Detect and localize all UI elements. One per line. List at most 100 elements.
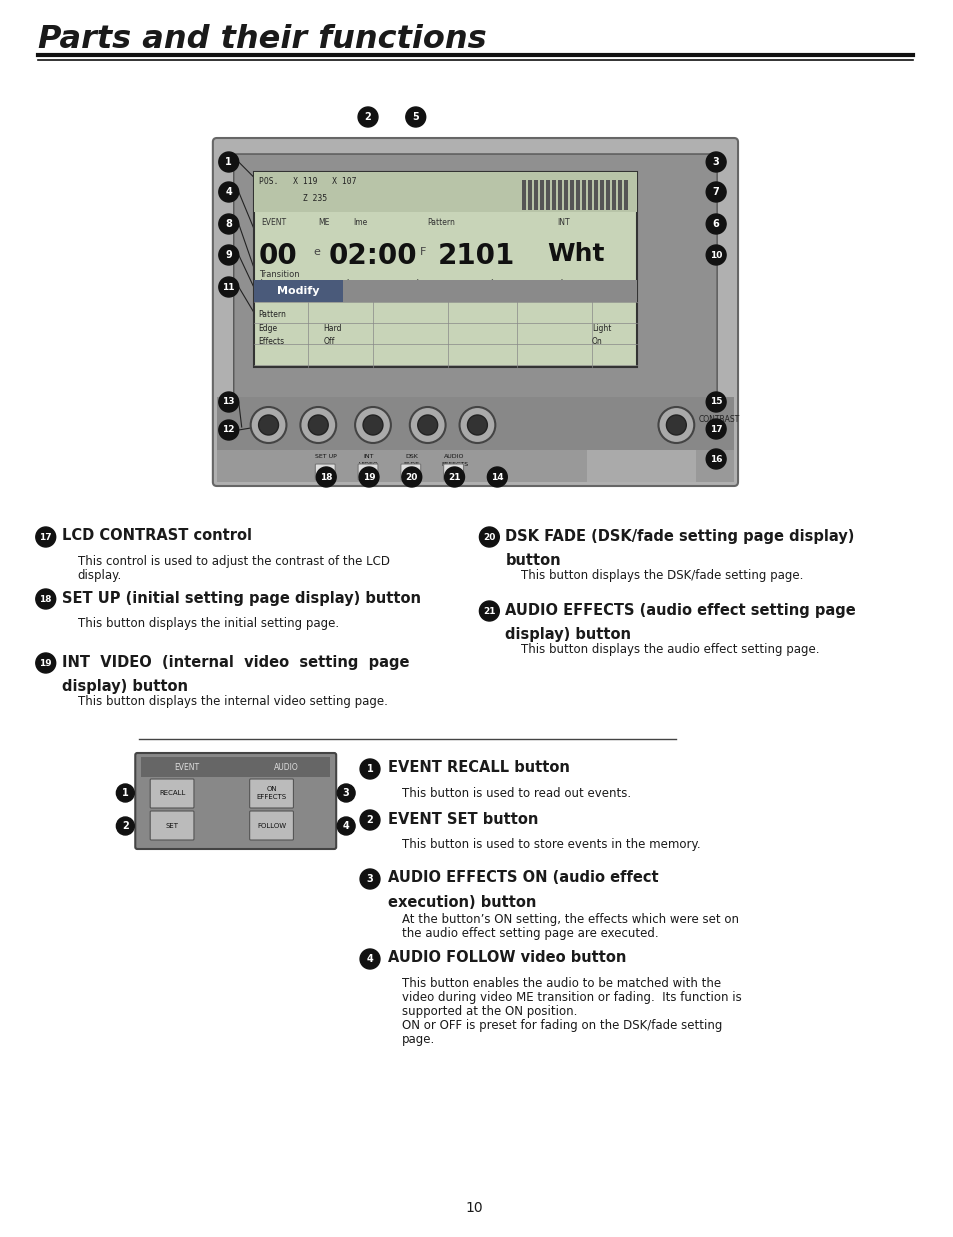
- Text: This button is used to store events in the memory.: This button is used to store events in t…: [401, 837, 700, 851]
- Text: 4: 4: [366, 954, 373, 964]
- Polygon shape: [557, 280, 566, 285]
- Circle shape: [218, 392, 238, 412]
- Text: EVENT RECALL button: EVENT RECALL button: [388, 761, 569, 776]
- Text: This button displays the DSK/fade setting page.: This button displays the DSK/fade settin…: [520, 569, 802, 581]
- Text: EVENT SET button: EVENT SET button: [388, 811, 537, 826]
- Circle shape: [336, 816, 355, 835]
- Bar: [563, 181, 567, 194]
- Text: 17: 17: [39, 532, 52, 542]
- Text: This button displays the audio effect setting page.: This button displays the audio effect se…: [520, 643, 819, 656]
- Text: 17: 17: [709, 424, 721, 433]
- Text: 21: 21: [482, 606, 496, 616]
- Text: page.: page.: [401, 1033, 435, 1047]
- Text: 00: 00: [258, 242, 297, 270]
- Circle shape: [405, 106, 425, 127]
- Text: FOLLOW: FOLLOW: [256, 823, 286, 829]
- Circle shape: [355, 407, 391, 443]
- Bar: [617, 194, 621, 210]
- Bar: [558, 181, 561, 194]
- Text: 6: 6: [712, 219, 719, 229]
- Bar: [545, 181, 550, 194]
- Bar: [528, 181, 532, 194]
- Circle shape: [218, 245, 238, 265]
- Text: Edge: Edge: [258, 324, 277, 333]
- Text: Light: Light: [591, 324, 611, 333]
- Text: AUDIO: AUDIO: [274, 762, 298, 772]
- Bar: [581, 181, 585, 194]
- Text: 7: 7: [712, 187, 719, 197]
- FancyBboxPatch shape: [250, 811, 294, 840]
- FancyBboxPatch shape: [315, 464, 335, 480]
- Text: 18: 18: [39, 595, 52, 604]
- Text: SET UP: SET UP: [315, 454, 336, 459]
- Circle shape: [705, 449, 725, 469]
- Bar: [539, 181, 543, 194]
- Circle shape: [479, 601, 498, 621]
- Text: AUDIO FOLLOW video button: AUDIO FOLLOW video button: [388, 950, 625, 966]
- Text: display.: display.: [77, 569, 122, 581]
- Text: VIDEO: VIDEO: [358, 461, 378, 468]
- Text: On: On: [591, 336, 602, 346]
- Text: EVENT: EVENT: [261, 218, 287, 228]
- Text: 19: 19: [39, 658, 52, 668]
- Text: EFFECTS: EFFECTS: [440, 461, 468, 468]
- Circle shape: [705, 182, 725, 202]
- Text: DSK FADE (DSK/fade setting page display): DSK FADE (DSK/fade setting page display): [505, 528, 854, 543]
- FancyBboxPatch shape: [233, 153, 717, 421]
- Circle shape: [658, 407, 694, 443]
- Text: FADE: FADE: [403, 461, 419, 468]
- Text: Pattern: Pattern: [427, 218, 456, 228]
- Text: This control is used to adjust the contrast of the LCD: This control is used to adjust the contr…: [77, 555, 389, 568]
- Text: 20: 20: [482, 532, 495, 542]
- Bar: [141, 757, 330, 777]
- Circle shape: [359, 760, 379, 779]
- Bar: [586, 450, 696, 482]
- Text: 2101: 2101: [437, 242, 515, 270]
- Circle shape: [258, 414, 278, 435]
- Circle shape: [308, 414, 328, 435]
- Text: EFFECTS: EFFECTS: [256, 794, 286, 800]
- Circle shape: [251, 407, 286, 443]
- Text: 4: 4: [225, 187, 232, 197]
- Text: AUDIO EFFECTS ON (audio effect: AUDIO EFFECTS ON (audio effect: [388, 871, 658, 886]
- Text: 21: 21: [448, 473, 460, 481]
- Bar: [623, 181, 627, 194]
- FancyBboxPatch shape: [150, 779, 193, 808]
- Text: execution) button: execution) button: [388, 896, 536, 910]
- Text: INT: INT: [557, 218, 569, 228]
- Text: 1: 1: [122, 788, 129, 798]
- Bar: [581, 194, 585, 210]
- Bar: [569, 194, 574, 210]
- Bar: [605, 181, 609, 194]
- Bar: [587, 181, 591, 194]
- Bar: [569, 181, 574, 194]
- FancyBboxPatch shape: [357, 464, 377, 480]
- Bar: [521, 194, 526, 210]
- Circle shape: [459, 407, 495, 443]
- Text: INT: INT: [363, 454, 374, 459]
- Text: POS.   X 119   X 107: POS. X 119 X 107: [258, 177, 355, 186]
- Text: Wht: Wht: [546, 242, 604, 266]
- Bar: [593, 181, 598, 194]
- Circle shape: [359, 810, 379, 830]
- Circle shape: [363, 414, 382, 435]
- Bar: [216, 450, 733, 482]
- Text: 13: 13: [222, 397, 234, 407]
- Text: 1: 1: [366, 764, 373, 774]
- Text: 2: 2: [364, 113, 371, 122]
- FancyBboxPatch shape: [213, 139, 738, 486]
- Text: Hard: Hard: [323, 324, 341, 333]
- Bar: [576, 181, 579, 194]
- Text: F: F: [419, 247, 426, 257]
- Text: supported at the ON position.: supported at the ON position.: [401, 1004, 577, 1018]
- Text: 18: 18: [319, 473, 333, 481]
- Text: AUDIO: AUDIO: [444, 454, 464, 459]
- Bar: [253, 172, 636, 212]
- FancyBboxPatch shape: [253, 172, 636, 367]
- Circle shape: [300, 407, 335, 443]
- Text: 2: 2: [366, 815, 373, 825]
- Circle shape: [336, 784, 355, 802]
- Circle shape: [705, 245, 725, 265]
- Text: ME: ME: [318, 218, 330, 228]
- Text: SET: SET: [166, 823, 178, 829]
